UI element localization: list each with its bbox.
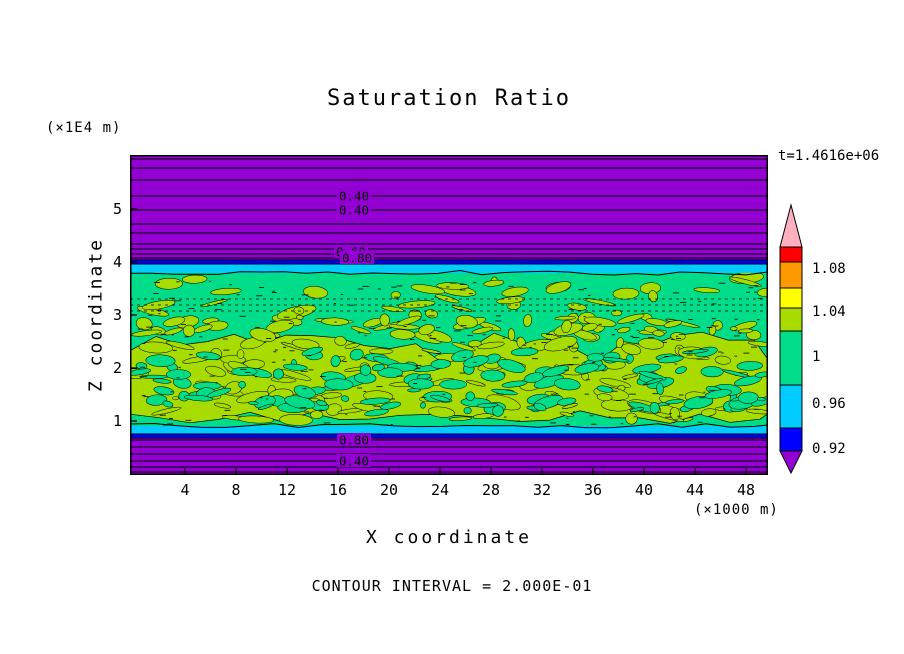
x-tick-label: 12 [277, 481, 297, 499]
x-tick-label: 32 [532, 481, 552, 499]
x-tick-label: 44 [685, 481, 705, 499]
y-tick-label: 3 [112, 306, 122, 324]
contour-interval-note: CONTOUR INTERVAL = 2.000E-01 [311, 577, 593, 595]
x-tick-label: 24 [430, 481, 450, 499]
colorbar-label: 0.96 [812, 396, 846, 412]
x-tick-label: 28 [481, 481, 501, 499]
colorbar-label: 1.08 [812, 261, 846, 277]
svg-text:0.40: 0.40 [339, 189, 369, 204]
svg-text:0.40: 0.40 [339, 203, 369, 218]
colorbar-label: 0.92 [812, 441, 846, 457]
colorbar-label: 1.04 [812, 304, 846, 320]
colorbar [779, 203, 803, 475]
contour-plot-canvas: 0.400.400.600.800.800.40 [130, 155, 768, 475]
x-axis-unit-label: (×1000 m) [694, 502, 779, 518]
y-tick-label: 2 [112, 359, 122, 377]
x-tick-label: 8 [231, 481, 241, 499]
x-tick-label: 4 [180, 481, 190, 499]
plot-title: Saturation Ratio [327, 86, 571, 111]
svg-text:0.40: 0.40 [339, 454, 369, 469]
x-axis-title: X coordinate [365, 527, 533, 548]
x-tick-label: 36 [583, 481, 603, 499]
y-tick-label: 5 [112, 200, 122, 218]
svg-text:0.80: 0.80 [342, 251, 372, 266]
y-tick-label: 1 [112, 412, 122, 430]
svg-text:0.80: 0.80 [339, 433, 369, 448]
y-tick-label: 4 [112, 253, 122, 271]
time-annotation: t=1.4616e+06 [778, 148, 880, 164]
x-tick-label: 20 [379, 481, 399, 499]
y-axis-unit-label: (×1E4 m) [46, 120, 122, 136]
x-tick-label: 40 [634, 481, 654, 499]
x-tick-label: 48 [736, 481, 756, 499]
colorbar-label: 1 [812, 349, 821, 365]
x-tick-label: 16 [328, 481, 348, 499]
